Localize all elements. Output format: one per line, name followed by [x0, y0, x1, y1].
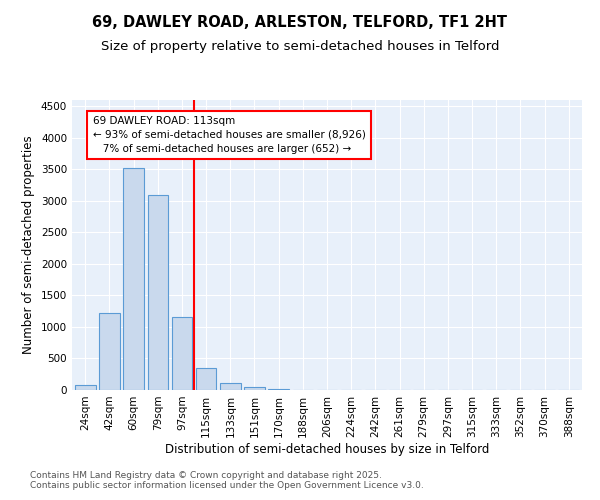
X-axis label: Distribution of semi-detached houses by size in Telford: Distribution of semi-detached houses by …: [165, 442, 489, 456]
Text: 69 DAWLEY ROAD: 113sqm
← 93% of semi-detached houses are smaller (8,926)
   7% o: 69 DAWLEY ROAD: 113sqm ← 93% of semi-det…: [92, 116, 365, 154]
Text: Contains HM Land Registry data © Crown copyright and database right 2025.
Contai: Contains HM Land Registry data © Crown c…: [30, 470, 424, 490]
Bar: [124, 168, 144, 390]
Text: Size of property relative to semi-detached houses in Telford: Size of property relative to semi-detach…: [101, 40, 499, 53]
Bar: [172, 317, 192, 390]
Y-axis label: Number of semi-detached properties: Number of semi-detached properties: [22, 136, 35, 354]
Bar: [99, 313, 120, 390]
Bar: [148, 194, 168, 390]
Bar: [268, 388, 289, 390]
Text: 69, DAWLEY ROAD, ARLESTON, TELFORD, TF1 2HT: 69, DAWLEY ROAD, ARLESTON, TELFORD, TF1 …: [92, 15, 508, 30]
Bar: [244, 386, 265, 390]
Bar: [220, 384, 241, 390]
Bar: [196, 368, 217, 390]
Bar: [75, 386, 95, 390]
